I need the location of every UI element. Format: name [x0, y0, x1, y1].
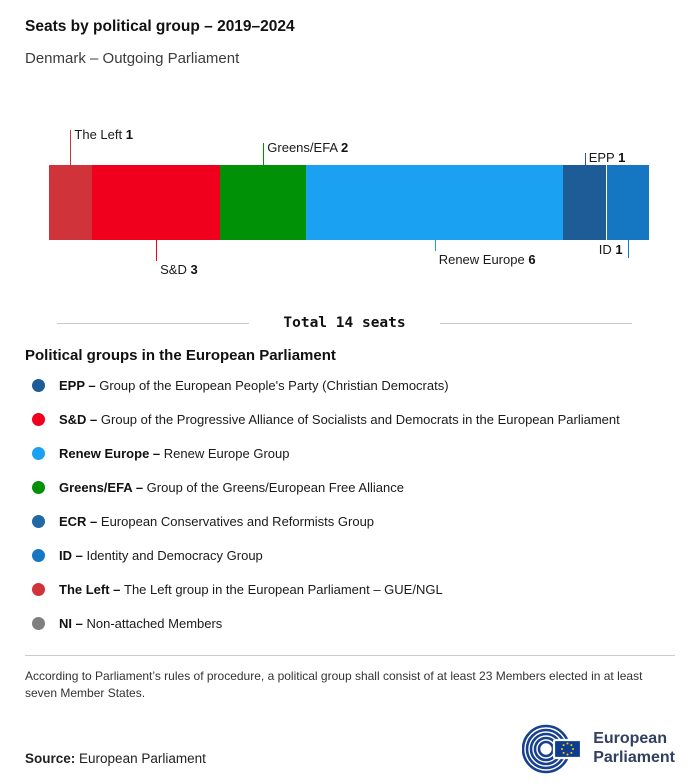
callout-line-s-d — [156, 240, 158, 261]
legend-item-text: S&D – Group of the Progressive Alliance … — [59, 412, 620, 427]
callout-line-the-left — [70, 130, 72, 165]
legend-item-text: The Left – The Left group in the Europea… — [59, 582, 443, 597]
legend-item-text: EPP – Group of the European People's Par… — [59, 378, 449, 393]
european-parliament-logo: European Parliament — [522, 724, 675, 774]
legend-item-epp: EPP – Group of the European People's Par… — [25, 378, 675, 393]
legend-color-swatch — [32, 481, 45, 494]
legend-heading: Political groups in the European Parliam… — [25, 347, 336, 364]
legend-color-swatch — [32, 413, 45, 426]
footer-row: Source: European Parliament — [25, 724, 675, 774]
callout-label-epp: EPP 1 — [588, 150, 626, 165]
legend-color-swatch — [32, 549, 45, 562]
chart-subtitle: Denmark – Outgoing Parliament — [25, 50, 240, 67]
legend-item-text: ECR – European Conservatives and Reformi… — [59, 514, 375, 529]
callout-line-renew-europe — [434, 240, 436, 251]
footnote-divider — [25, 655, 675, 656]
legend-color-swatch — [32, 447, 45, 460]
legend-item-s-d: S&D – Group of the Progressive Alliance … — [25, 412, 675, 427]
callout-label-renew-europe: Renew Europe 6 — [438, 252, 536, 267]
total-right-rule — [439, 322, 632, 324]
callout-line-id — [627, 240, 629, 258]
legend-color-swatch — [32, 617, 45, 630]
seats-bar-chart: The Left 1 S&D 3 Greens/EFA 2 Renew Europe … — [0, 79, 700, 279]
callout-label-s-d: S&D 3 — [160, 262, 198, 277]
legend-item-text: NI – Non-attached Members — [59, 616, 223, 631]
source-label: Source: — [25, 751, 76, 766]
callout-label-id: ID 1 — [598, 242, 623, 257]
bar-segment-greens-efa[interactable] — [220, 165, 307, 240]
source-value: European Parliament — [79, 751, 206, 766]
footnote: According to Parliament’s rules of proce… — [25, 669, 643, 701]
ep-logo-line1: European — [593, 730, 667, 748]
bar-segment-epp[interactable] — [563, 165, 607, 240]
source-line: Source: European Parliament — [25, 751, 206, 774]
legend-item-text: Renew Europe – Renew Europe Group — [59, 446, 290, 461]
total-seats-row: Total 14 seats — [57, 315, 632, 331]
legend-item-greens-efa: Greens/EFA – Group of the Greens/Europea… — [25, 480, 675, 495]
total-left-rule — [57, 322, 250, 324]
eu-stars — [561, 742, 575, 756]
ep-logo-line2: Parliament — [593, 749, 675, 766]
legend-list: EPP – Group of the European People's Par… — [25, 378, 675, 631]
legend-color-swatch — [32, 379, 45, 392]
legend-item-text: ID – Identity and Democracy Group — [59, 548, 263, 563]
legend-color-swatch — [32, 583, 45, 596]
total-seats-label: Total 14 seats — [283, 315, 406, 331]
callout-line-greens-efa — [263, 143, 265, 165]
callout-label-greens-efa: Greens/EFA 2 — [267, 140, 349, 155]
legend-item-id: ID – Identity and Democracy Group — [25, 548, 675, 563]
legend-item-text: Greens/EFA – Group of the Greens/Europea… — [59, 480, 404, 495]
bar-segment-the-left[interactable] — [49, 165, 92, 240]
callout-label-the-left: The Left 1 — [74, 127, 133, 142]
callout-line-epp — [584, 153, 586, 165]
legend-item-the-left: The Left – The Left group in the Europea… — [25, 582, 675, 597]
legend-item-renew-europe: Renew Europe – Renew Europe Group — [25, 446, 675, 461]
legend-color-swatch — [32, 515, 45, 528]
ep-hemicycle-icon — [522, 724, 583, 774]
chart-title: Seats by political group – 2019–2024 — [25, 18, 295, 35]
bar-segment-id[interactable] — [606, 165, 649, 240]
legend-item-ecr: ECR – European Conservatives and Reformi… — [25, 514, 675, 529]
legend-item-ni: NI – Non-attached Members — [25, 616, 675, 631]
bar-segment-renew-europe[interactable] — [306, 165, 564, 240]
bar-segment-s-d[interactable] — [91, 165, 221, 240]
ep-logo-wordmark: European Parliament — [593, 730, 675, 768]
